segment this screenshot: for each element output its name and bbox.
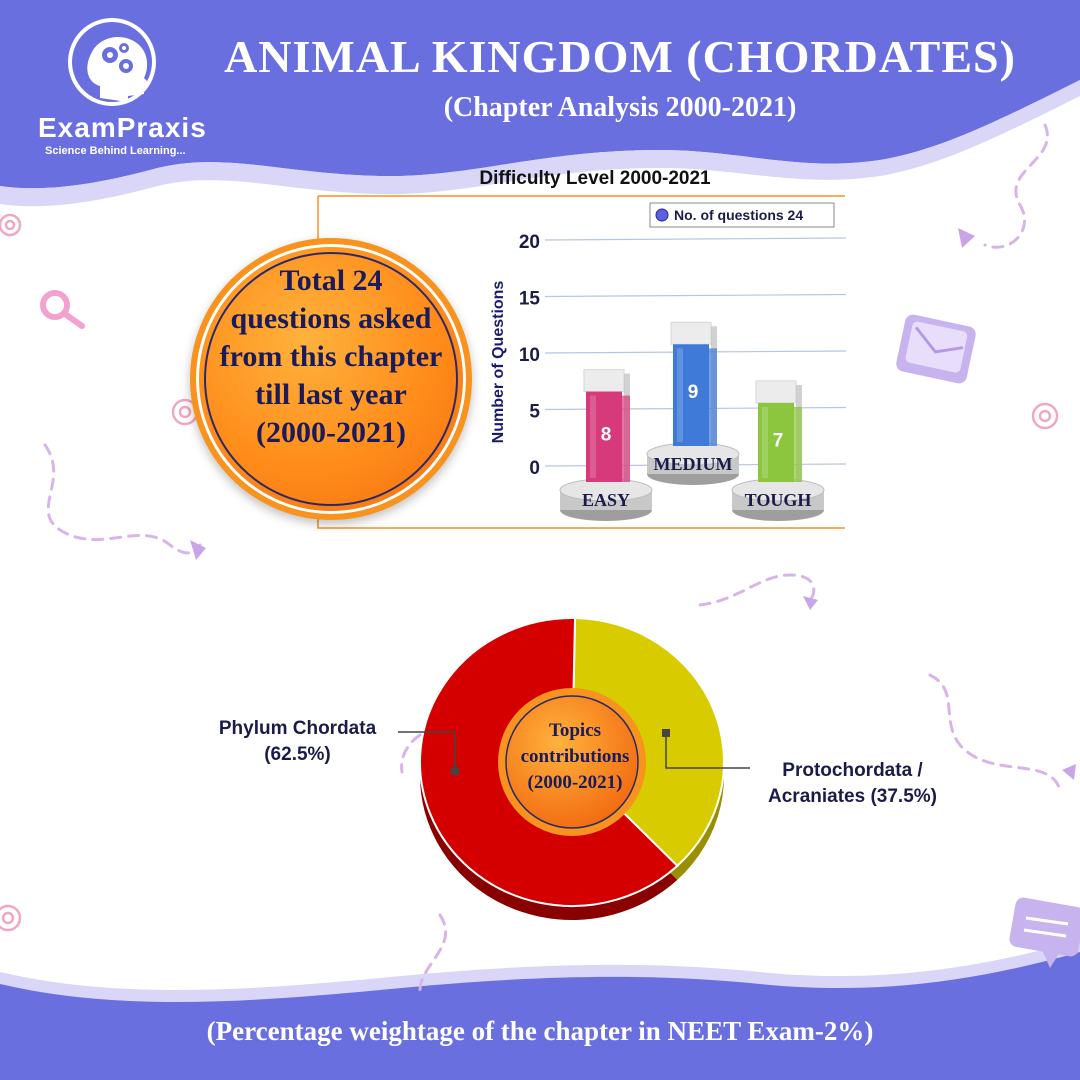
bar-value-label: 7	[773, 430, 784, 451]
bar-value-label: 9	[688, 382, 699, 403]
y-tick-label: 5	[529, 402, 540, 423]
bar-side	[794, 406, 802, 482]
y-axis-label: Number of Questions	[490, 281, 507, 444]
bar-cap	[670, 321, 712, 345]
bar-value-label: 8	[601, 424, 612, 445]
brain-gears-icon	[68, 18, 156, 106]
bar-highlight	[762, 406, 768, 478]
leader-marker	[662, 729, 670, 737]
bar	[586, 391, 622, 482]
legend-box	[649, 202, 835, 228]
summary-line: Total 24	[279, 264, 383, 297]
pie-center-line: Topics	[548, 720, 602, 741]
pie-label-line: Acraniates (37.5%)	[768, 786, 937, 807]
pie-center-line: (2000-2021)	[527, 772, 623, 793]
x-tick-label: EASY	[582, 490, 630, 510]
pie-label-protochordata: Protochordata / Acraniates (37.5%)	[750, 758, 955, 810]
y-tick-label: 15	[519, 289, 541, 310]
y-tick-label: 10	[519, 345, 540, 366]
pie-center-line: contributions	[520, 746, 630, 767]
magnifier-icon	[40, 290, 85, 329]
chat-bubble-icon	[1009, 897, 1080, 968]
top-banner-light	[0, 80, 1080, 207]
y-tick-label: 0	[529, 458, 540, 479]
bar-cap	[583, 369, 625, 393]
x-tick-label: MEDIUM	[654, 454, 733, 474]
summary-line: questions asked	[230, 302, 432, 335]
top-banner	[0, 0, 1080, 189]
bar-side	[709, 348, 717, 446]
bottom-banner	[0, 952, 1080, 1080]
page-subtitle: (Chapter Analysis 2000-2021)	[443, 92, 797, 123]
brand-name: ExamPraxis	[38, 112, 207, 143]
summary-line: from this chapter	[219, 340, 443, 373]
bar-side	[622, 395, 630, 482]
bar-cap	[755, 380, 797, 404]
legend-marker	[655, 208, 669, 222]
bar-highlight	[677, 348, 683, 442]
envelope-icon	[896, 314, 976, 384]
legend-label: No. of questions 24	[674, 207, 803, 223]
leader-line	[665, 733, 750, 769]
brand-tagline: Science Behind Learning...	[45, 145, 186, 157]
summary-line: (2000-2021)	[256, 416, 406, 449]
bar	[673, 344, 709, 446]
pie-label-chordata: Phylum Chordata (62.5%)	[200, 716, 395, 768]
pie-slice	[570, 617, 725, 868]
bar-highlight	[590, 395, 596, 478]
x-tick-label: TOUGH	[745, 490, 812, 510]
topics-pie-chart	[398, 617, 750, 920]
pie-center-disc	[505, 695, 639, 829]
pie-label-line: Phylum Chordata	[218, 718, 377, 739]
leader-line	[398, 731, 456, 770]
bar-chart-title: Difficulty Level 2000-2021	[479, 168, 711, 189]
total-questions-badge-ring	[204, 252, 458, 506]
page-title: ANIMAL KINGDOM (CHORDATES)	[224, 31, 1016, 82]
bar	[758, 402, 794, 482]
y-tick-label: 20	[519, 232, 540, 253]
total-questions-text: Total 24 questions asked from this chapt…	[205, 262, 457, 452]
grid-line	[544, 293, 847, 298]
summary-line: till last year	[255, 378, 407, 411]
leader-marker	[451, 767, 459, 775]
pie-label-line: (62.5%)	[264, 744, 331, 765]
grid-line	[544, 237, 847, 241]
pie-center-label: Topics contributions (2000-2021)	[512, 718, 638, 796]
footer-weightage: (Percentage weightage of the chapter in …	[206, 1016, 874, 1046]
pie-label-line: Protochordata /	[782, 760, 923, 781]
